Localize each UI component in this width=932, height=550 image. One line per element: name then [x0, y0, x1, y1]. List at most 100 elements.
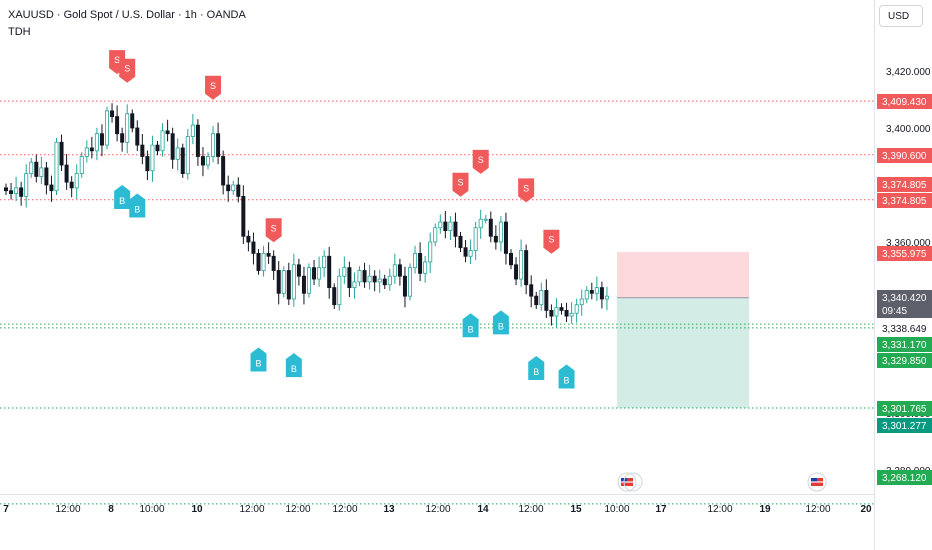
- currency-button[interactable]: USD: [879, 5, 923, 27]
- sell-signal-label: S: [114, 55, 120, 65]
- candle-body: [39, 167, 44, 177]
- event-overlap-ring: [623, 472, 643, 492]
- symbol-title[interactable]: XAUUSD · Gold Spot / U.S. Dollar · 1h · …: [8, 9, 246, 21]
- sell-signal-label: S: [210, 81, 216, 91]
- sell-signal-marker: [543, 229, 560, 254]
- candle-body: [488, 218, 493, 237]
- candle-body: [428, 241, 433, 263]
- candle-body: [544, 290, 549, 311]
- candle-body: [291, 264, 296, 300]
- candle-body: [402, 275, 407, 297]
- time-tick-label: 8: [108, 504, 114, 515]
- indicator-label[interactable]: TDH: [8, 26, 31, 38]
- candle-body: [99, 133, 104, 146]
- candle-body: [483, 218, 488, 221]
- price-label-bg: [877, 94, 932, 109]
- time-tick-label: 12:00: [805, 504, 830, 515]
- candle-body: [49, 184, 54, 192]
- candle-body: [200, 156, 205, 166]
- buy-signal-marker: [114, 185, 131, 209]
- candle-body: [241, 195, 246, 237]
- economic-events[interactable]: [617, 472, 827, 492]
- candle-body: [579, 298, 584, 306]
- candle-body: [337, 275, 342, 306]
- time-tick-label: 12:00: [55, 504, 80, 515]
- buy-signal-label: B: [498, 321, 504, 331]
- time-tick-label: 13: [383, 504, 395, 515]
- sell-signal-label: S: [478, 155, 484, 165]
- price-label-bg: [877, 401, 932, 416]
- candle-body: [604, 295, 609, 300]
- candle-body: [448, 221, 453, 232]
- time-axis[interactable]: 7 12:00 8 10:00 10 12:00 12:00 12:00 13 12:00 14 12…: [3, 504, 872, 515]
- price-label-bg: [877, 177, 932, 192]
- buy-signal-marker: [558, 364, 575, 389]
- candle-body: [64, 164, 69, 183]
- time-tick-label: 7: [3, 504, 9, 515]
- candle-body: [392, 264, 397, 277]
- candle-body: [115, 116, 120, 135]
- price-label: 3,374.805: [882, 196, 927, 207]
- candle-body: [332, 287, 337, 306]
- price-tick-label: 3,360.000: [886, 238, 931, 249]
- bar-countdown: 09:45: [882, 306, 907, 317]
- candle-body: [155, 144, 160, 152]
- signal-level-lines: [0, 100, 874, 505]
- candle-body: [357, 270, 362, 283]
- price-axis-labels: 3,409.430 3,390.600 3,374.805 3,374.805 3,35…: [877, 94, 932, 485]
- time-tick-label: 17: [655, 504, 667, 515]
- candle-body: [79, 156, 84, 175]
- price-label: 3,329.850: [882, 356, 927, 367]
- time-tick-label: 12:00: [285, 504, 310, 515]
- sell-signal-label: S: [271, 223, 277, 233]
- candle-body: [135, 127, 140, 146]
- candle-body: [372, 275, 377, 283]
- price-label: 3,355.975: [882, 249, 927, 260]
- candle-body: [221, 156, 226, 186]
- candle-body: [4, 187, 9, 192]
- candle-body: [140, 144, 145, 157]
- candle-body: [231, 184, 236, 192]
- candle-body: [236, 184, 241, 197]
- candle-body: [413, 252, 418, 269]
- candle-body: [105, 110, 110, 146]
- sell-signal-marker: [518, 178, 535, 203]
- candle-body: [352, 281, 357, 288]
- price-label-bg: [877, 418, 932, 433]
- candle-body: [246, 235, 251, 243]
- candle-body: [493, 235, 498, 243]
- sell-signal-marker: [452, 172, 469, 197]
- stop-loss-zone: [617, 251, 749, 298]
- candle-body: [322, 255, 327, 269]
- price-label-bg: [877, 246, 932, 261]
- buy-signal-label: B: [134, 205, 140, 215]
- time-tick-label: 19: [759, 504, 771, 515]
- candle-body: [89, 147, 94, 152]
- candle-body: [175, 147, 180, 160]
- price-label: 3,268.120: [882, 473, 927, 484]
- candle-body: [539, 290, 544, 306]
- candle-body: [327, 255, 332, 289]
- candle-body: [180, 147, 185, 174]
- candle-body: [29, 161, 34, 174]
- candle-body: [463, 247, 468, 257]
- candle-body: [256, 252, 261, 271]
- candle-body: [377, 278, 382, 283]
- candle-body: [276, 270, 281, 294]
- candle-body: [564, 309, 569, 317]
- candle-body: [44, 167, 49, 186]
- time-tick-label: 12:00: [425, 504, 450, 515]
- time-tick-label: 12:00: [239, 504, 264, 515]
- price-tick-label: 3,400.000: [886, 124, 931, 135]
- candle-body: [524, 250, 529, 286]
- candle-body: [362, 270, 367, 283]
- buy-signal-label: B: [291, 364, 297, 374]
- candle-body: [508, 252, 513, 266]
- buy-signal-marker: [492, 310, 509, 335]
- candle-body: [125, 113, 130, 143]
- candle-body: [74, 173, 79, 189]
- candle-body: [9, 190, 14, 194]
- time-tick-label: 10:00: [604, 504, 629, 515]
